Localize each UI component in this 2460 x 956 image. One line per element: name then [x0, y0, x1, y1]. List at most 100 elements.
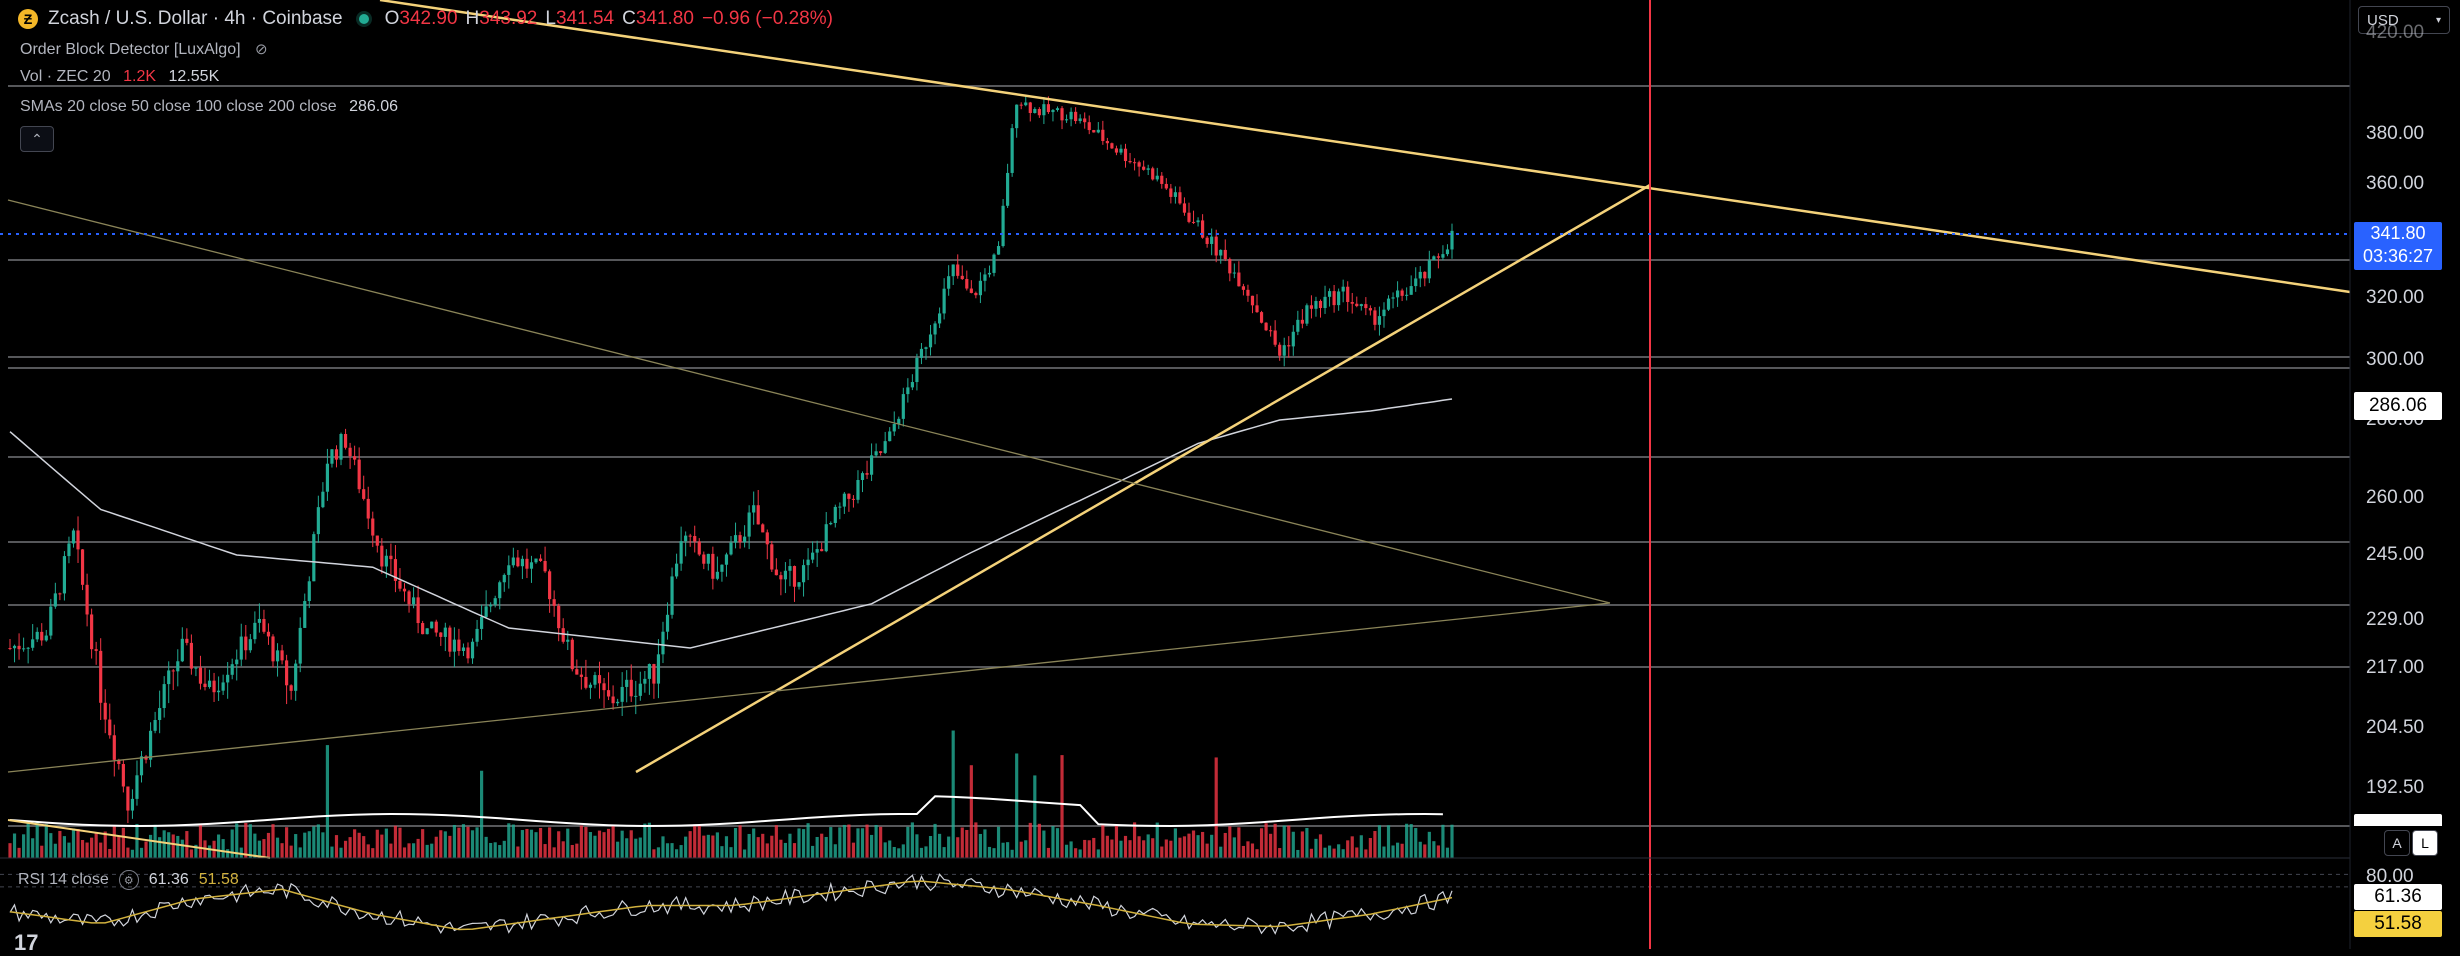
- volume-bar: [1028, 822, 1032, 858]
- volume-bar: [1341, 849, 1345, 858]
- volume-bar: [49, 833, 53, 858]
- volume-bar: [697, 825, 701, 858]
- volume-bar: [144, 841, 148, 858]
- volume-bar: [398, 827, 402, 858]
- candle-body: [733, 535, 738, 543]
- candle-body: [1450, 230, 1454, 250]
- candle-body: [1418, 271, 1422, 279]
- volume-bar: [1173, 828, 1177, 858]
- volume-bar: [1037, 823, 1041, 858]
- candle-body: [1373, 310, 1377, 325]
- candle-body: [738, 535, 742, 543]
- candle-body: [842, 493, 846, 507]
- rsi-level-80: 80.00: [2366, 866, 2414, 887]
- volume-bar: [761, 833, 765, 858]
- candle-body: [434, 621, 438, 633]
- volume-bar: [108, 848, 112, 858]
- candle-body: [26, 647, 30, 649]
- candle-body: [85, 584, 89, 615]
- volume-bar: [1296, 849, 1300, 858]
- tradingview-logo[interactable]: 17: [14, 930, 39, 955]
- candle-body: [616, 701, 620, 704]
- volume-bar: [321, 832, 325, 858]
- candle-body: [747, 512, 751, 537]
- eye-off-icon[interactable]: ⊘: [255, 41, 268, 58]
- vol-value-2: 12.55K: [168, 68, 220, 85]
- volume-bar: [987, 846, 992, 858]
- volume-bar: [1278, 848, 1282, 858]
- volume-bar: [1314, 838, 1318, 858]
- volume-bar: [792, 843, 797, 858]
- indicator-sma[interactable]: SMAs 20 close 50 close 100 close 200 clo…: [20, 98, 398, 116]
- candle-body: [702, 554, 706, 564]
- candle-body: [1386, 298, 1391, 310]
- indicator-order-block[interactable]: Order Block Detector [LuxAlgo] ⊘: [20, 40, 268, 59]
- symbol-title[interactable]: Zcash / U.S. Dollar · 4h · Coinbase: [48, 8, 343, 29]
- candle-body: [112, 735, 116, 760]
- log-scale-button[interactable]: L: [2412, 830, 2438, 856]
- currency-select[interactable]: USD ▾: [2358, 6, 2450, 34]
- volume-bar: [956, 837, 960, 858]
- collapse-indicators-button[interactable]: ⌃: [20, 126, 54, 152]
- rsi-header[interactable]: RSI 14 close ⚙ 61.36 51.58: [18, 870, 239, 890]
- indicator-volume[interactable]: Vol · ZEC 20 1.2K 12.55K: [20, 68, 219, 86]
- candle-body: [566, 639, 570, 642]
- candle-body: [1287, 345, 1291, 347]
- settings-icon[interactable]: ⚙: [118, 870, 139, 890]
- volume-bar: [965, 829, 969, 858]
- volume-bar: [1105, 835, 1109, 858]
- candle-body: [375, 535, 379, 546]
- candle-body: [248, 639, 252, 651]
- volume-bar: [1423, 844, 1427, 858]
- volume-bar: [1046, 847, 1051, 858]
- candle-body: [1164, 183, 1168, 189]
- candle-body: [1196, 220, 1200, 223]
- candle-body: [697, 541, 701, 555]
- candle-body: [1255, 305, 1259, 313]
- volume-bar: [679, 845, 683, 858]
- volume-bar: [824, 836, 828, 858]
- candle-body: [1337, 291, 1341, 306]
- volume-bar: [489, 842, 493, 858]
- volume-bar: [1337, 844, 1341, 858]
- volume-bar: [1210, 834, 1214, 858]
- volume-bar: [1368, 838, 1372, 858]
- volume-bar: [729, 847, 733, 858]
- candle-body: [235, 659, 239, 665]
- candle-body: [829, 522, 833, 525]
- volume-bar: [851, 842, 856, 858]
- candle-body: [1409, 286, 1413, 295]
- candle-body: [1042, 104, 1046, 116]
- volume-bar: [715, 832, 719, 858]
- volume-bar: [334, 835, 339, 858]
- volume-bar: [44, 824, 48, 858]
- auto-scale-button[interactable]: A: [2384, 830, 2410, 856]
- rsi-value-2: 51.58: [198, 871, 239, 888]
- candle-body: [584, 676, 588, 688]
- volume-bar: [1110, 839, 1114, 858]
- candle-body: [285, 660, 289, 686]
- candle-body: [1155, 175, 1159, 180]
- volume-bar: [983, 829, 987, 858]
- volume-bar: [493, 842, 497, 858]
- descending-trendline: [379, 0, 2351, 294]
- thin-descending-trendline: [7, 199, 1611, 604]
- candle-body: [1441, 254, 1445, 258]
- volume-bar: [1409, 824, 1413, 858]
- candle-body: [525, 558, 529, 569]
- volume-bar: [933, 823, 937, 858]
- candle-body: [266, 631, 271, 637]
- candle-body: [634, 695, 638, 697]
- volume-bar: [811, 845, 815, 858]
- candle-body: [493, 598, 497, 605]
- volume-bar: [1060, 755, 1064, 858]
- candle-body: [865, 473, 869, 475]
- rsi-pane: [0, 873, 2350, 935]
- thin-ascending-trendline: [7, 602, 1611, 773]
- candle-body: [1445, 249, 1450, 255]
- candle-body: [62, 556, 67, 594]
- volume-bar: [1087, 840, 1091, 858]
- volume-bar: [643, 823, 647, 858]
- volume-bar: [1160, 846, 1164, 858]
